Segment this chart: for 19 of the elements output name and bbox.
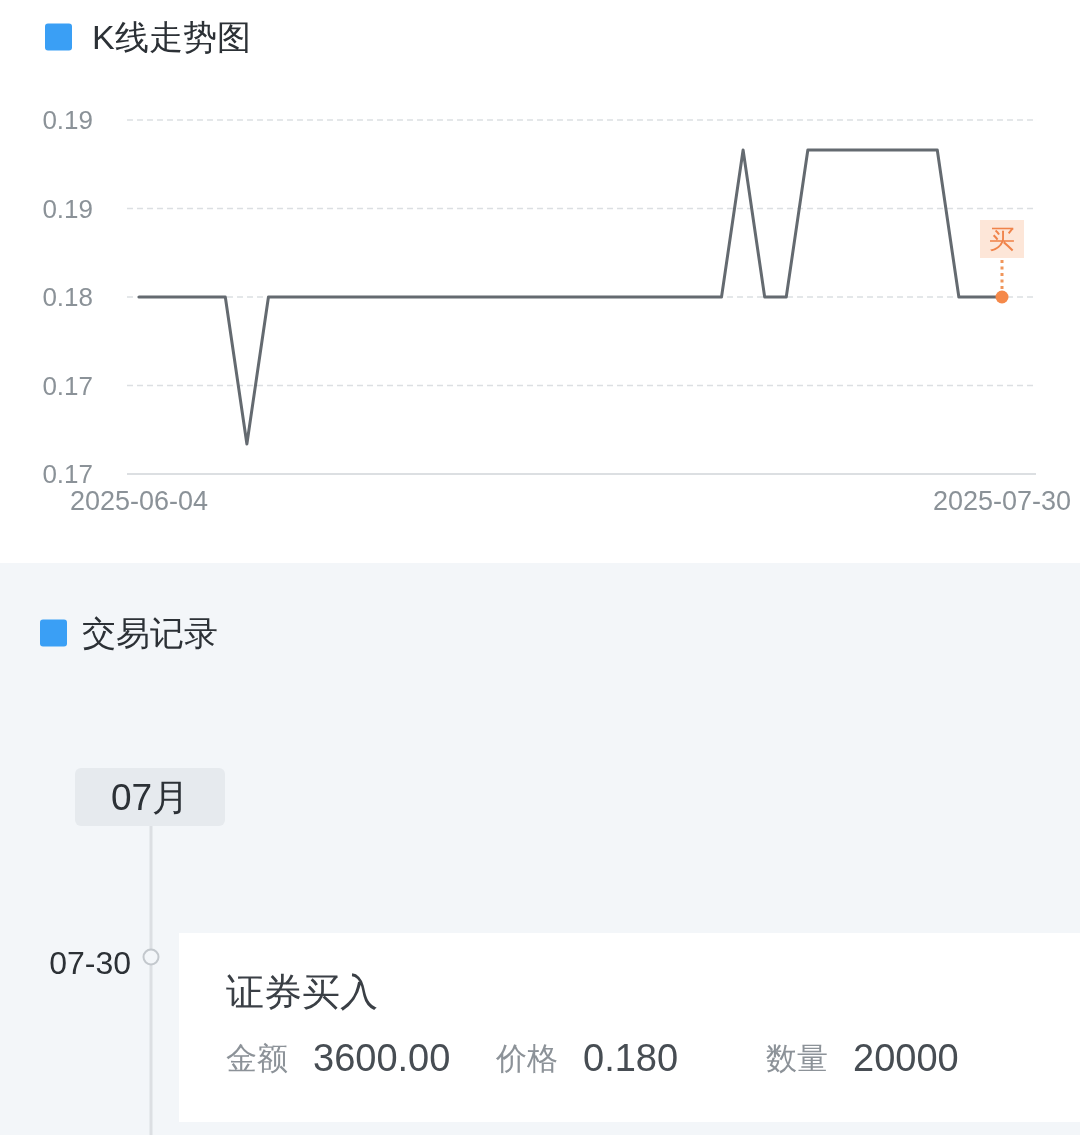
- y-tick-label: 0.19: [42, 105, 93, 135]
- y-tick-label: 0.17: [42, 459, 93, 489]
- y-tick-label: 0.17: [42, 370, 93, 401]
- text: 交易记录: [82, 614, 218, 652]
- text: 证券买入: [226, 971, 378, 1013]
- y-tick-label: 0.19: [42, 193, 93, 224]
- text: 0.180: [583, 1037, 679, 1079]
- annotation: 买: [989, 224, 1015, 254]
- text: 07-30: [49, 945, 131, 981]
- text: 07月: [110, 776, 190, 818]
- x-tick-label: 2025-06-04: [69, 486, 209, 516]
- text: 20000: [853, 1037, 959, 1079]
- text: 3600.00: [313, 1037, 451, 1079]
- y-tick-label: 0.18: [42, 282, 93, 312]
- chart-title: K线走势图: [92, 18, 251, 56]
- x-tick-label: 2025-07-30: [932, 486, 1072, 516]
- text: 价格: [495, 1040, 558, 1076]
- text: 金额: [226, 1040, 288, 1076]
- text: 数量: [766, 1040, 828, 1076]
